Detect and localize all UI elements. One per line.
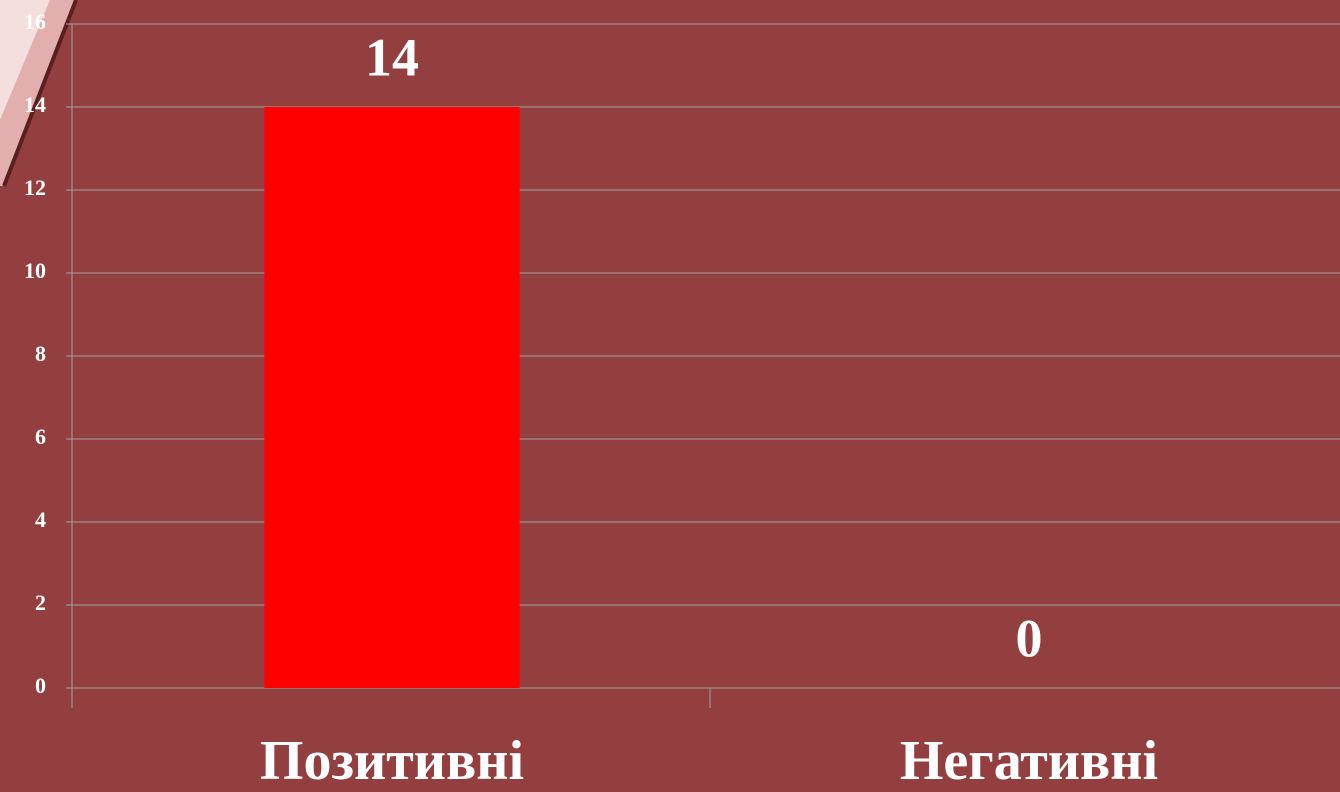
y-tick-label: 12 xyxy=(24,175,46,200)
decoration-edge xyxy=(2,0,78,187)
data-label: 14 xyxy=(365,27,419,87)
y-tick-label: 14 xyxy=(24,92,46,117)
decoration xyxy=(0,0,50,120)
x-tick-label: Позитивні xyxy=(260,730,524,792)
y-tick-label: 0 xyxy=(35,673,46,698)
x-tick-label: Негативні xyxy=(900,730,1158,792)
data-label: 0 xyxy=(1016,608,1043,668)
y-tick-label: 16 xyxy=(24,9,46,34)
y-tick-label: 2 xyxy=(35,590,46,615)
y-tick-label: 6 xyxy=(35,424,46,449)
bar xyxy=(264,107,520,688)
y-tick-label: 10 xyxy=(24,258,46,283)
y-tick-label: 8 xyxy=(35,341,46,366)
y-tick-label: 4 xyxy=(35,507,46,532)
